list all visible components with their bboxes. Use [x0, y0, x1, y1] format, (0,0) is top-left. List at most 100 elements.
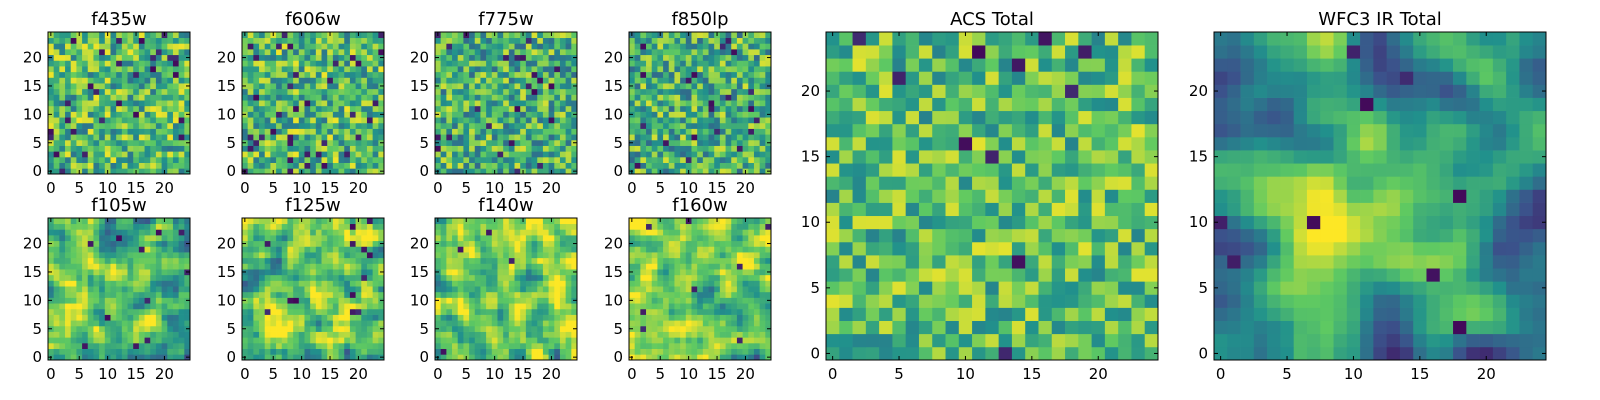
heatmap-cell: [127, 156, 134, 163]
heatmap-cell: [76, 342, 83, 349]
heatmap-cell: [110, 111, 117, 118]
heatmap-cell: [731, 111, 738, 118]
heatmap-cell: [155, 303, 162, 310]
heatmap-cell: [76, 60, 83, 67]
heatmap-cell: [93, 229, 100, 236]
heatmap-cell: [144, 117, 151, 124]
heatmap-cell: [327, 128, 334, 135]
heatmap-cell: [281, 139, 288, 146]
heatmap-cell: [355, 308, 362, 315]
heatmap-cell: [491, 156, 498, 163]
heatmap-cell: [634, 60, 641, 67]
heatmap-cell: [537, 151, 544, 158]
heatmap-cell: [486, 257, 493, 264]
heatmap-cell: [116, 66, 123, 73]
heatmap-cell: [127, 32, 134, 39]
heatmap-cell: [332, 235, 339, 242]
heatmap-cell: [321, 229, 328, 236]
heatmap-cell: [321, 246, 328, 253]
heatmap-cell: [651, 168, 658, 175]
heatmap-cell: [87, 83, 94, 90]
heatmap-cell: [155, 54, 162, 61]
heatmap-cell: [457, 71, 464, 78]
heatmap-cell: [172, 229, 179, 236]
heatmap-cell: [497, 235, 504, 242]
heatmap-cell: [276, 66, 283, 73]
heatmap-cell: [349, 235, 356, 242]
heatmap-cell: [53, 342, 60, 349]
heatmap-cell: [144, 71, 151, 78]
heatmap-cell: [651, 151, 658, 158]
heatmap-cell: [480, 77, 487, 84]
heatmap-cell: [150, 139, 157, 146]
heatmap-cell: [548, 342, 555, 349]
heatmap-cell: [691, 145, 698, 152]
heatmap-cell: [457, 235, 464, 242]
heatmap-cell: [452, 111, 459, 118]
heatmap-cell: [542, 269, 549, 276]
heatmap-cell: [327, 117, 334, 124]
heatmap-cell: [70, 54, 77, 61]
heatmap-cell: [127, 252, 134, 259]
heatmap-cell: [332, 168, 339, 175]
heatmap-cell: [548, 269, 555, 276]
heatmap-cell: [520, 325, 527, 332]
heatmap-cell: [531, 218, 538, 225]
heatmap-cell: [651, 325, 658, 332]
heatmap-cell: [680, 308, 687, 315]
heatmap-cell: [514, 274, 521, 281]
heatmap-cell: [361, 100, 368, 107]
heatmap-cell: [548, 54, 555, 61]
heatmap-cell: [161, 66, 168, 73]
heatmap-cell: [697, 291, 704, 298]
heatmap-cell: [452, 223, 459, 230]
heatmap-cell: [474, 134, 481, 141]
heatmap-cell: [554, 320, 561, 327]
heatmap-cell: [59, 314, 66, 321]
heatmap-cell: [474, 117, 481, 124]
heatmap-cell: [731, 286, 738, 293]
heatmap-cell: [503, 49, 510, 56]
heatmap-cell: [253, 66, 260, 73]
heatmap-cell: [366, 105, 373, 112]
heatmap-cell: [657, 274, 664, 281]
heatmap-cell: [474, 71, 481, 78]
heatmap-cell: [697, 303, 704, 310]
heatmap-cell: [708, 71, 715, 78]
y-tick-label: 5: [613, 134, 623, 152]
heatmap-cell: [668, 337, 675, 344]
heatmap-cell: [104, 274, 111, 281]
heatmap-cell: [138, 66, 145, 73]
heatmap-cell: [127, 308, 134, 315]
heatmap-cell: [310, 269, 317, 276]
heatmap-cell: [59, 246, 66, 253]
heatmap-cell: [731, 88, 738, 95]
heatmap-cell: [542, 145, 549, 152]
heatmap-cell: [138, 218, 145, 225]
heatmap-cell: [719, 66, 726, 73]
heatmap-cell: [127, 168, 134, 175]
heatmap-cell: [503, 354, 510, 361]
heatmap-cell: [663, 32, 670, 39]
heatmap-cell: [53, 117, 60, 124]
heatmap-cell: [463, 117, 470, 124]
heatmap-cell: [361, 66, 368, 73]
heatmap-cell: [161, 286, 168, 293]
heatmap-cell: [435, 331, 442, 338]
heatmap-cell: [531, 320, 538, 327]
heatmap-cell: [127, 117, 134, 124]
heatmap-cell: [65, 122, 72, 129]
heatmap-cell: [178, 71, 185, 78]
heatmap-cell: [116, 223, 123, 230]
heatmap-cell: [646, 145, 653, 152]
heatmap-cell: [298, 235, 305, 242]
heatmap-cell: [361, 223, 368, 230]
heatmap-cell: [486, 54, 493, 61]
heatmap-cell: [65, 105, 72, 112]
heatmap-cell: [270, 325, 277, 332]
heatmap-cell: [298, 54, 305, 61]
heatmap-cell: [87, 229, 94, 236]
heatmap-cell: [172, 49, 179, 56]
heatmap-cell: [65, 60, 72, 67]
heatmap-cell: [178, 257, 185, 264]
